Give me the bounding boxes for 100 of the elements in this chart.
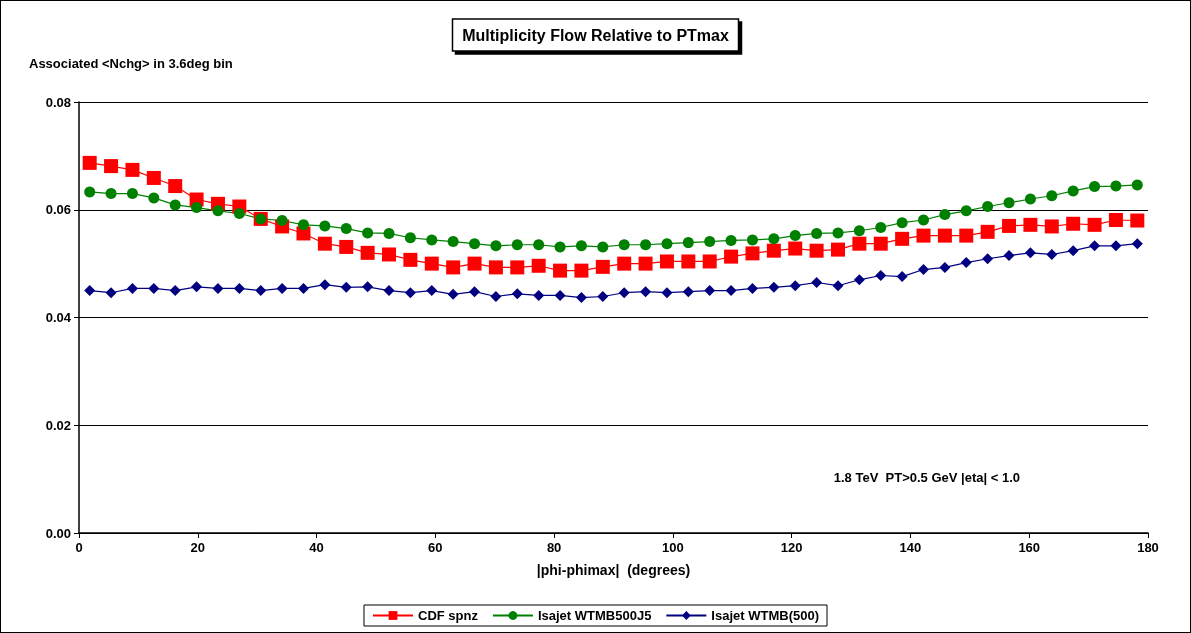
point (191, 202, 203, 214)
point (447, 288, 459, 300)
point (82, 155, 97, 170)
point (339, 239, 354, 254)
point (169, 199, 181, 211)
point (852, 236, 867, 251)
x-tick-label: 100 (662, 540, 684, 555)
point (982, 201, 994, 213)
point (768, 233, 780, 245)
point (404, 232, 416, 244)
point (212, 282, 224, 294)
point (510, 260, 525, 275)
x-tick-label: 80 (546, 540, 562, 555)
point (959, 228, 974, 243)
point (704, 285, 716, 297)
point (896, 217, 908, 229)
point (533, 239, 545, 251)
x-tick-label: 120 (780, 540, 803, 555)
point (104, 159, 119, 174)
point (875, 269, 887, 281)
point (918, 264, 930, 276)
point (811, 227, 823, 239)
point (1110, 240, 1122, 252)
point (1130, 213, 1145, 228)
point (490, 240, 502, 252)
point (832, 227, 844, 239)
point (467, 256, 482, 271)
point (896, 271, 908, 283)
point (403, 252, 418, 267)
point (789, 230, 801, 242)
point (789, 280, 801, 292)
point (169, 285, 181, 297)
point (553, 263, 568, 278)
point (362, 227, 374, 239)
point (126, 188, 138, 200)
point (939, 209, 951, 221)
point (1024, 193, 1036, 205)
point (1003, 250, 1015, 262)
point (939, 261, 951, 273)
point (617, 256, 632, 271)
x-tick-label: 60 (428, 540, 443, 555)
point (640, 286, 652, 298)
point (745, 246, 760, 261)
point (319, 279, 331, 291)
point (853, 225, 865, 237)
point (1002, 218, 1017, 233)
point (426, 285, 438, 297)
point (618, 287, 630, 299)
y-tick-label: 0.04 (45, 310, 72, 325)
x-tick-label: 160 (1018, 540, 1041, 555)
point (575, 240, 587, 252)
point (125, 162, 140, 177)
point (597, 241, 609, 253)
point (960, 205, 972, 217)
y-tick-label: 0.08 (45, 94, 71, 110)
point (724, 249, 739, 264)
y-tick-label: 0.02 (45, 417, 71, 433)
point (168, 179, 183, 194)
point (661, 287, 673, 299)
point (638, 256, 653, 271)
x-tick-label: 180 (1137, 540, 1159, 555)
point (469, 286, 481, 298)
point (511, 288, 523, 300)
point (768, 281, 780, 293)
x-axis-title: |phi-phimax| (degrees) (536, 562, 691, 578)
point (830, 242, 845, 257)
point (960, 257, 972, 269)
point (725, 234, 737, 246)
point (574, 263, 589, 278)
point (126, 282, 138, 294)
point (340, 281, 352, 293)
point (811, 276, 823, 288)
y-tick-label: 0.06 (45, 202, 71, 218)
point (575, 292, 587, 304)
point (597, 290, 609, 302)
y-tick-label: 0.00 (45, 525, 71, 541)
point (1089, 240, 1101, 252)
point (84, 186, 96, 198)
point (766, 243, 781, 258)
point (533, 289, 545, 301)
point (490, 290, 502, 302)
point (148, 192, 160, 204)
point (488, 260, 503, 275)
point (1089, 181, 1101, 193)
point (1044, 219, 1059, 234)
point (1110, 180, 1122, 192)
point (1108, 212, 1123, 227)
point (105, 188, 117, 200)
point (424, 256, 439, 271)
point (832, 280, 844, 292)
point (382, 247, 397, 262)
point (446, 260, 461, 275)
legend-label: CDF spnz (418, 608, 479, 623)
point (469, 238, 481, 250)
point (148, 282, 160, 294)
point (875, 222, 887, 234)
point (404, 287, 416, 299)
legend-label: Isajet WTMB(500) (711, 608, 820, 623)
point (980, 224, 995, 239)
point (276, 282, 288, 294)
